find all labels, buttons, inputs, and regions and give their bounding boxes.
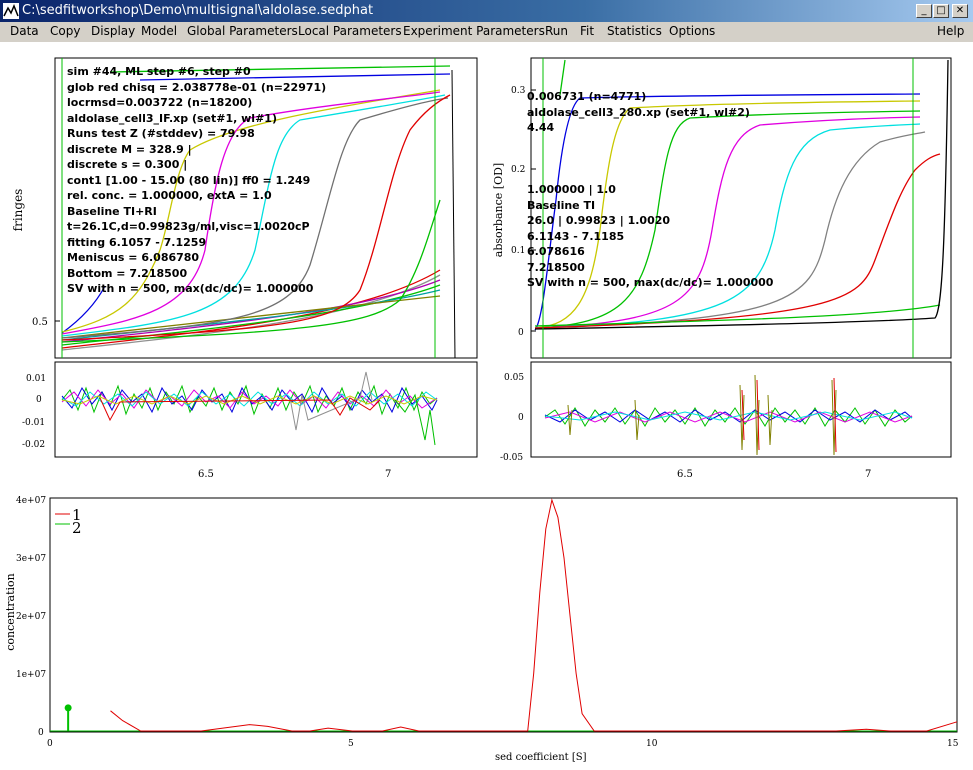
annotation-line: 6.078616 [527, 245, 585, 258]
dist-ytick: 0 [38, 728, 44, 738]
annotation-line: 7.218500 [527, 260, 585, 274]
annotation-line: 6.1143 - 7.1185 [527, 229, 625, 243]
annotation-line: Meniscus = 6.086780 [67, 251, 200, 264]
left-annotation-block: sim #44, ML step #6, step #0 glob red ch… [67, 64, 326, 297]
series-2-point [64, 704, 72, 712]
left-resid-tick: -0.01 [22, 418, 45, 428]
right-resid-tick: 0 [518, 413, 524, 423]
dist-ytick: 2e+07 [16, 612, 46, 622]
annotation-line: discrete s = 0.300 | [67, 158, 188, 171]
right-resid-tick: -0.05 [500, 453, 523, 463]
close-icon: ✕ [955, 5, 965, 16]
minimize-button[interactable]: _ [916, 4, 932, 18]
maximize-button[interactable]: □ [933, 4, 949, 18]
window-title: C:\sedfitworkshop\Demo\multisignal\aldol… [22, 3, 374, 18]
title-bar: C:\sedfitworkshop\Demo\multisignal\aldol… [0, 0, 973, 22]
annotation-line: Bottom = 7.218500 [67, 266, 188, 280]
legend-entry-1: 1 [72, 506, 82, 524]
left-xtick: 6.5 [198, 469, 214, 480]
left-resid-tick: -0.02 [22, 440, 45, 450]
annotation-line: Baseline TI+RI [67, 204, 157, 218]
annotation-line: SV with n = 500, max(dc/dc)= 1.000000 [527, 276, 774, 289]
left-ytick: 0.5 [32, 317, 48, 328]
dist-ytick: 1e+07 [16, 670, 46, 680]
left-xtick: 7 [385, 469, 391, 480]
annotation-line: 0.006731 (n=4771) [527, 90, 647, 103]
annotation-line: SV with n = 500, max(dc/dc)= 1.000000 [67, 282, 314, 295]
annotation-line: aldolase_cell3_280.xp (set#1, wl#2) [527, 105, 750, 119]
annotation-line: Baseline TI [527, 198, 596, 212]
menu-help[interactable]: Help [937, 24, 965, 38]
annotation-line: Runs test Z (#stddev) = 79.98 [67, 127, 255, 140]
close-button[interactable]: ✕ [952, 4, 968, 18]
dist-ytick: 3e+07 [16, 554, 46, 564]
annotation-line: 1.000000 | 1.0 [527, 183, 616, 196]
right-ytick: 0 [518, 328, 524, 338]
menu-options[interactable]: Options [669, 24, 716, 38]
annotation-line [527, 151, 773, 167]
menu-copy[interactable]: Copy [50, 24, 81, 38]
annotation-line: fitting 6.1057 - 7.1259 [67, 235, 207, 249]
left-data-plot: 0.5 fringes [11, 57, 478, 359]
annotation-line: glob red chisq = 2.038778e-01 (n=22971) [67, 80, 327, 94]
plots-svg: 0.5 fringes 0.01 0 -0.01 -0.02 6. [4, 57, 959, 763]
right-ylabel: absorbance [OD] [492, 163, 505, 257]
dist-xtick: 0 [47, 739, 53, 749]
menu-bar: Data Copy Display Model Global Parameter… [0, 22, 973, 42]
dist-legend: 1 2 [55, 506, 82, 537]
menu-model[interactable]: Model [141, 24, 178, 38]
distribution-plot: 4e+07 3e+07 2e+07 1e+07 0 0 5 10 15 conc… [4, 496, 959, 763]
left-resid-tick: 0.01 [26, 374, 46, 384]
right-xtick: 7 [865, 469, 871, 480]
plot-area: 0.5 fringes 0.01 0 -0.01 -0.02 6. [0, 42, 973, 770]
minimize-icon: _ [921, 5, 927, 16]
dist-xtick: 15 [947, 739, 959, 749]
menu-fit[interactable]: Fit [580, 24, 595, 38]
menu-run[interactable]: Run [545, 24, 569, 38]
right-data-plot: 0.3 0.2 0.1 0 absorbance [OD] [492, 57, 952, 359]
left-ylabel: fringes [11, 189, 25, 232]
dist-xtick: 10 [646, 739, 658, 749]
series-line-1 [110, 498, 958, 732]
annotation-line: sim #44, ML step #6, step #0 [67, 65, 251, 78]
annotation-line: 26.0 | 0.99823 | 1.0020 [527, 214, 671, 227]
left-residuals-plot: 0.01 0 -0.01 -0.02 6.5 7 [22, 361, 478, 480]
app-icon [3, 3, 19, 19]
annotation-line: aldolase_cell3_IF.xp (set#1, wl#1) [67, 111, 277, 125]
right-ytick: 0.2 [511, 165, 525, 175]
annotation-line: t=26.1C,d=0.99823g/ml,visc=1.0020cP [67, 220, 310, 233]
menu-statistics[interactable]: Statistics [607, 24, 662, 38]
dist-ylabel: concentration [4, 573, 17, 651]
dist-xtick: 5 [348, 739, 354, 749]
menu-local-parameters[interactable]: Local Parameters [298, 24, 402, 38]
annotation-line: 4.44 [527, 121, 555, 134]
dist-ytick: 4e+07 [16, 496, 46, 506]
menu-display[interactable]: Display [91, 24, 136, 38]
right-residuals-plot: 0.05 0 -0.05 6.5 7 [500, 361, 952, 480]
right-ytick: 0.1 [511, 246, 525, 256]
annotation-line [527, 167, 773, 183]
menu-global-parameters[interactable]: Global Parameters [187, 24, 298, 38]
right-annotation-block: 0.006731 (n=4771) aldolase_cell3_280.xp … [527, 89, 773, 291]
right-xtick: 6.5 [677, 469, 693, 480]
menu-data[interactable]: Data [10, 24, 39, 38]
menu-experiment-parameters[interactable]: Experiment Parameters [403, 24, 545, 38]
legend-entry-2: 2 [72, 519, 82, 537]
annotation-line: discrete M = 328.9 | [67, 142, 192, 156]
left-resid-tick: 0 [36, 395, 42, 405]
annotation-line: cont1 [1.00 - 15.00 (80 lin)] ff0 = 1.24… [67, 173, 311, 187]
maximize-icon: □ [936, 5, 946, 16]
right-resid-tick: 0.05 [504, 373, 524, 383]
distribution-series [50, 498, 958, 732]
annotation-line: rel. conc. = 1.000000, extA = 1.0 [67, 189, 272, 202]
right-ytick: 0.3 [511, 86, 526, 96]
dist-xlabel: sed coefficient [S] [495, 752, 587, 763]
annotation-line [527, 136, 773, 152]
annotation-line: locrmsd=0.003722 (n=18200) [67, 96, 253, 109]
